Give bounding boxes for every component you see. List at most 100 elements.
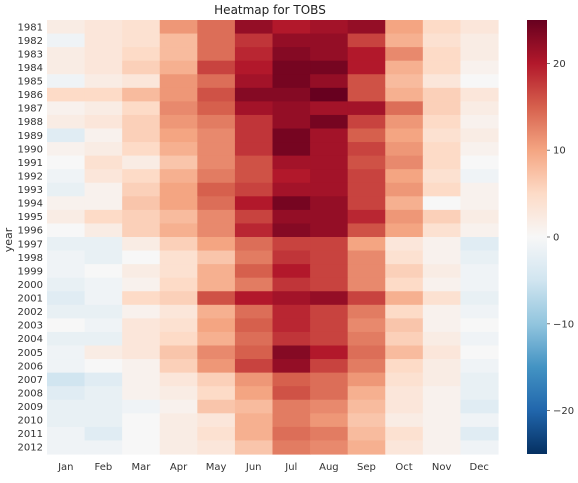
heatmap-cell-2006-Mar [122,359,161,374]
heatmap-cell-1991-Feb [84,155,123,170]
y-tick-label: 2010 [18,416,43,427]
heatmap-cell-1986-Jun [234,87,274,102]
heatmap-cell-1989-Dec [460,128,499,143]
heatmap-cell-2009-Feb [84,399,123,414]
heatmap-cell-1982-Dec [460,33,499,48]
heatmap-cell-1986-Jul [272,87,311,102]
heatmap-cell-2003-Jan [47,318,86,333]
heatmap-cell-2012-Jul [272,440,311,455]
heatmap-cell-2012-Nov [422,440,462,455]
heatmap-cell-1988-Mar [122,114,161,130]
heatmap-cell-2004-Jan [47,331,86,347]
heatmap-cell-1989-Aug [310,128,349,143]
y-tick-label: 2009 [18,402,43,413]
heatmap-cell-1991-Jan [47,155,86,170]
heatmap-cell-2004-Dec [460,331,499,347]
heatmap-cell-2012-Jun [234,440,274,455]
heatmap-cell-2010-Dec [460,413,499,428]
heatmap-cell-1993-Oct [385,182,424,197]
heatmap-cell-1999-Oct [385,264,424,279]
heatmap-cell-2001-Nov [422,291,462,306]
heatmap-cell-2003-Mar [122,318,161,333]
heatmap-cell-2008-Jul [272,386,311,401]
heatmap-cell-2011-Jul [272,426,311,442]
heatmap-cell-2009-Oct [385,399,424,414]
heatmap-cell-1981-Apr [159,20,198,35]
heatmap-cell-1989-May [197,128,236,143]
heatmap-cell-2009-Jul [272,399,311,414]
heatmap-cell-1984-Oct [385,60,424,75]
heatmap-cell-1999-Feb [84,264,123,279]
heatmap-cell-2004-Jun [234,331,274,347]
heatmap-cell-1982-Oct [385,33,424,48]
heatmap-cell-1982-Aug [310,33,349,48]
heatmap-cell-1993-Jul [272,182,311,197]
y-tick-label: 1983 [18,49,43,60]
heatmap-cell-1990-Sep [347,142,386,157]
heatmap-cell-1997-Dec [460,237,499,252]
heatmap-cell-1994-Apr [159,196,198,211]
heatmap-cell-1999-May [197,264,236,279]
y-tick-label: 1991 [18,158,43,169]
heatmap-cell-1988-May [197,114,236,130]
heatmap-cell-2009-Nov [422,399,462,414]
heatmap-cell-2003-Nov [422,318,462,333]
y-axis-label: year [2,227,15,252]
heatmap-cell-1981-Nov [422,20,462,35]
heatmap-cell-2011-Nov [422,426,462,442]
heatmap-cell-1997-Aug [310,237,349,252]
colorbar-tick-label: 20 [553,59,566,70]
heatmap-cell-1996-Apr [159,223,198,238]
heatmap-cell-2008-Sep [347,386,386,401]
heatmap-cell-2007-Mar [122,372,161,387]
heatmap-cell-1995-Mar [122,209,161,225]
colorbar-tick-label: −10 [553,319,574,330]
x-tick-label: Jul [284,462,297,473]
heatmap-cell-2000-Jan [47,277,86,292]
heatmap-cell-1996-Jul [272,223,311,238]
heatmap-cell-2004-Nov [422,331,462,347]
heatmap-cell-2008-Jan [47,386,86,401]
y-tick-label: 1984 [18,63,43,74]
heatmap-cell-2000-Oct [385,277,424,292]
heatmap-cell-1988-Apr [159,114,198,130]
y-tick-label: 1996 [18,226,43,237]
heatmap-cell-2004-Oct [385,331,424,347]
heatmap-cell-1991-Apr [159,155,198,170]
heatmap-cell-1999-Dec [460,264,499,279]
heatmap-cell-2010-Jan [47,413,86,428]
heatmap-cell-1983-Oct [385,47,424,62]
heatmap-cell-2005-Sep [347,345,386,360]
y-tick-label: 2005 [18,348,43,359]
heatmap-cell-1983-Apr [159,47,198,62]
heatmap-cell-1994-Feb [84,196,123,211]
heatmap-cell-1984-Jan [47,60,86,75]
heatmap-cell-1984-Mar [122,60,161,75]
heatmap-cell-1983-Feb [84,47,123,62]
heatmap-cell-2010-Aug [310,413,349,428]
heatmap-cell-2002-Sep [347,304,386,319]
heatmap-cell-1995-Nov [422,209,462,225]
heatmap-cell-2006-Aug [310,359,349,374]
heatmap-cell-1999-Jul [272,264,311,279]
heatmap-cell-1984-Jul [272,60,311,75]
heatmap-cell-1994-May [197,196,236,211]
heatmap-cell-2000-May [197,277,236,292]
heatmap-cell-2008-Aug [310,386,349,401]
heatmap-cell-2004-Feb [84,331,123,347]
heatmap-cell-1982-Feb [84,33,123,48]
heatmap-cell-2008-Jun [234,386,274,401]
x-tick-label: Jun [245,462,262,473]
heatmap-cell-1988-Jan [47,114,86,130]
heatmap-cell-1984-May [197,60,236,75]
heatmap-cell-2007-Aug [310,372,349,387]
heatmap-cell-2005-Nov [422,345,462,360]
heatmap-cell-1993-Nov [422,182,462,197]
heatmap-cell-1998-Jun [234,250,274,265]
heatmap-cell-2012-Apr [159,440,198,455]
heatmap-cell-1990-Jun [234,142,274,157]
heatmap-cell-1995-Aug [310,209,349,225]
heatmap-cell-1993-Dec [460,182,499,197]
heatmap-cell-1998-Sep [347,250,386,265]
heatmap-cell-1984-Dec [460,60,499,75]
